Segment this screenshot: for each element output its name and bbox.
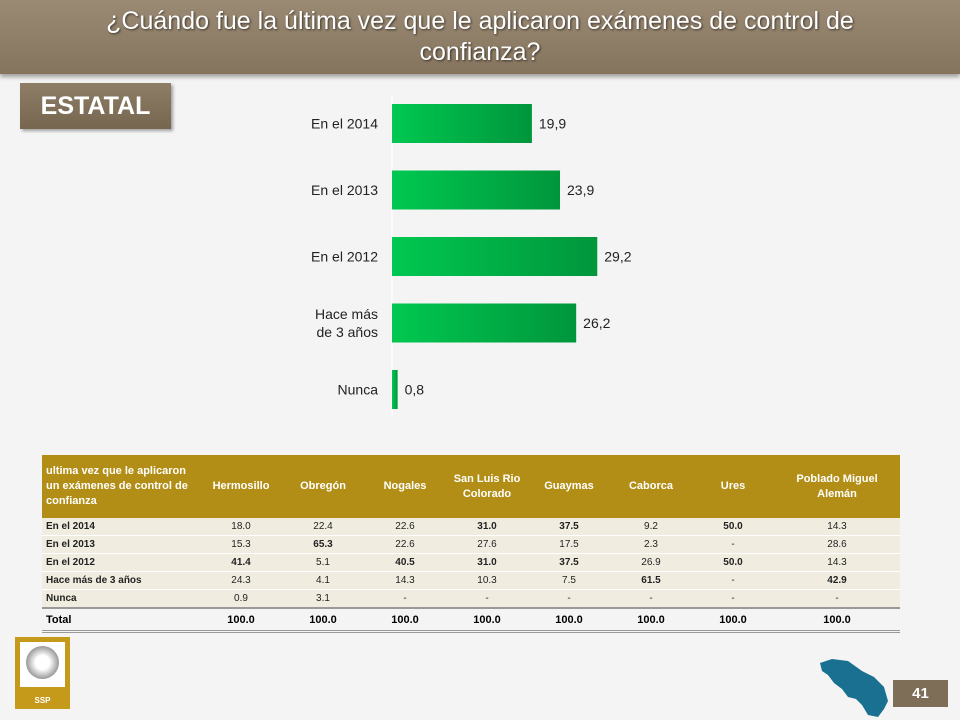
table-cell: - bbox=[446, 589, 528, 609]
table-cell: - bbox=[610, 589, 692, 609]
table-header-cell: Ures bbox=[692, 455, 774, 518]
table-cell: 14.3 bbox=[364, 571, 446, 590]
logo-text: SSP bbox=[34, 696, 51, 705]
category-label: Nunca bbox=[338, 382, 379, 398]
table-header-cell: Obregón bbox=[282, 455, 364, 518]
row-label: En el 2012 bbox=[42, 553, 200, 572]
table-cell: 27.6 bbox=[446, 535, 528, 554]
table-cell: 14.3 bbox=[774, 553, 900, 572]
total-cell: 100.0 bbox=[200, 607, 282, 633]
page-title: ¿Cuándo fue la última vez que le aplicar… bbox=[106, 7, 854, 66]
total-cell: 100.0 bbox=[364, 607, 446, 633]
table-cell: 65.3 bbox=[282, 535, 364, 554]
table-header-cell: Caborca bbox=[610, 455, 692, 518]
table-cell: 10.3 bbox=[446, 571, 528, 590]
table-cell: - bbox=[364, 589, 446, 609]
table-cell: - bbox=[692, 571, 774, 590]
bar bbox=[392, 303, 577, 343]
table-header-cell: San Luis Rio Colorado bbox=[446, 455, 528, 518]
table-cell: 4.1 bbox=[282, 571, 364, 590]
bar-value-label: 23,9 bbox=[567, 182, 594, 198]
row-label: Nunca bbox=[42, 589, 200, 609]
table-row: En el 2014 18.0 22.4 22.6 31.0 37.5 9.2 50.0 14.… bbox=[42, 518, 900, 536]
row-label: En el 2014 bbox=[42, 518, 200, 536]
bar-chart: 19,9 En el 2014 23,9 En el 2013 29,2 En el 20… bbox=[311, 95, 632, 415]
table-row: En el 2013 15.3 65.3 22.6 27.6 17.5 2.3-28.6 bbox=[42, 535, 900, 554]
table-header-cell: Poblado Miguel Alemán bbox=[774, 455, 900, 518]
scope-badge: ESTATAL bbox=[20, 83, 171, 129]
table-cell: 22.4 bbox=[282, 518, 364, 536]
table-cell: - bbox=[528, 589, 610, 609]
category-label: En el 2014 bbox=[311, 116, 378, 132]
category-label: En el 2013 bbox=[311, 182, 378, 198]
table-cell: 50.0 bbox=[692, 553, 774, 572]
table-cell: - bbox=[692, 589, 774, 609]
table-cell: 24.3 bbox=[200, 571, 282, 590]
table-cell: 37.5 bbox=[528, 518, 610, 536]
table-header-cell: ultima vez que le aplicaron un exámenes … bbox=[42, 455, 200, 518]
total-cell: 100.0 bbox=[282, 607, 364, 633]
table-header-cell: Hermosillo bbox=[200, 455, 282, 518]
page-number: 41 bbox=[893, 680, 948, 707]
table-cell: 41.4 bbox=[200, 553, 282, 572]
table-cell: 0.9 bbox=[200, 589, 282, 609]
table-cell: 2.3 bbox=[610, 535, 692, 554]
total-cell: 100.0 bbox=[692, 607, 774, 633]
table-cell: 14.3 bbox=[774, 518, 900, 536]
bar-value-label: 26,2 bbox=[583, 315, 610, 331]
table-cell: 40.5 bbox=[364, 553, 446, 572]
table-cell: - bbox=[692, 535, 774, 554]
bar-value-label: 0,8 bbox=[405, 382, 425, 398]
table-row: Nunca 0.9 3.1- - - - - - bbox=[42, 589, 900, 609]
total-row: Total 100.0 100.0 100.0 100.0 100.0 100.0 100.0… bbox=[42, 607, 900, 633]
table-cell: 22.6 bbox=[364, 518, 446, 536]
bar bbox=[392, 170, 561, 210]
total-cell: 100.0 bbox=[528, 607, 610, 633]
category-label: Hace más bbox=[315, 306, 378, 322]
table-cell: 18.0 bbox=[200, 518, 282, 536]
seal-icon bbox=[26, 646, 59, 679]
table-cell: 17.5 bbox=[528, 535, 610, 554]
bar bbox=[392, 370, 398, 409]
ssp-logo: SSP bbox=[15, 637, 70, 709]
total-label: Total bbox=[42, 607, 200, 633]
table-cell: 50.0 bbox=[692, 518, 774, 536]
table-cell: 5.1 bbox=[282, 553, 364, 572]
table-cell: 31.0 bbox=[446, 553, 528, 572]
bar-value-label: 29,2 bbox=[604, 249, 631, 265]
table-cell: 31.0 bbox=[446, 518, 528, 536]
table-cell: 28.6 bbox=[774, 535, 900, 554]
table-cell: 22.6 bbox=[364, 535, 446, 554]
table-header-cell: Nogales bbox=[364, 455, 446, 518]
category-label: En el 2012 bbox=[311, 249, 378, 265]
data-table: ultima vez que le aplicaron un exámenes … bbox=[42, 455, 900, 633]
bar bbox=[392, 237, 598, 276]
table-header-cell: Guaymas bbox=[528, 455, 610, 518]
table-cell: 3.1 bbox=[282, 589, 364, 609]
total-cell: 100.0 bbox=[774, 607, 900, 633]
bar bbox=[392, 104, 532, 143]
bar-value-label: 19,9 bbox=[539, 116, 566, 132]
table-cell: 61.5 bbox=[610, 571, 692, 590]
sonora-map-icon bbox=[820, 659, 888, 717]
row-label: Hace más de 3 años bbox=[42, 571, 200, 590]
total-cell: 100.0 bbox=[610, 607, 692, 633]
table-cell: 42.9 bbox=[774, 571, 900, 590]
table-cell: - bbox=[774, 589, 900, 609]
table-cell: 7.5 bbox=[528, 571, 610, 590]
title-bar: ¿Cuándo fue la última vez que le aplicar… bbox=[0, 0, 960, 74]
table-cell: 9.2 bbox=[610, 518, 692, 536]
table-cell: 26.9 bbox=[610, 553, 692, 572]
table-cell: 15.3 bbox=[200, 535, 282, 554]
table-row: Hace más de 3 años 24.3 4.1 14.3 10.3 7.5 61.5… bbox=[42, 571, 900, 590]
table-cell: 37.5 bbox=[528, 553, 610, 572]
row-label: En el 2013 bbox=[42, 535, 200, 554]
table-row: En el 2012 41.4 5.1 40.5 31.0 37.5 26.9 50.0 14.… bbox=[42, 553, 900, 572]
total-cell: 100.0 bbox=[446, 607, 528, 633]
category-label: de 3 años bbox=[317, 324, 379, 340]
